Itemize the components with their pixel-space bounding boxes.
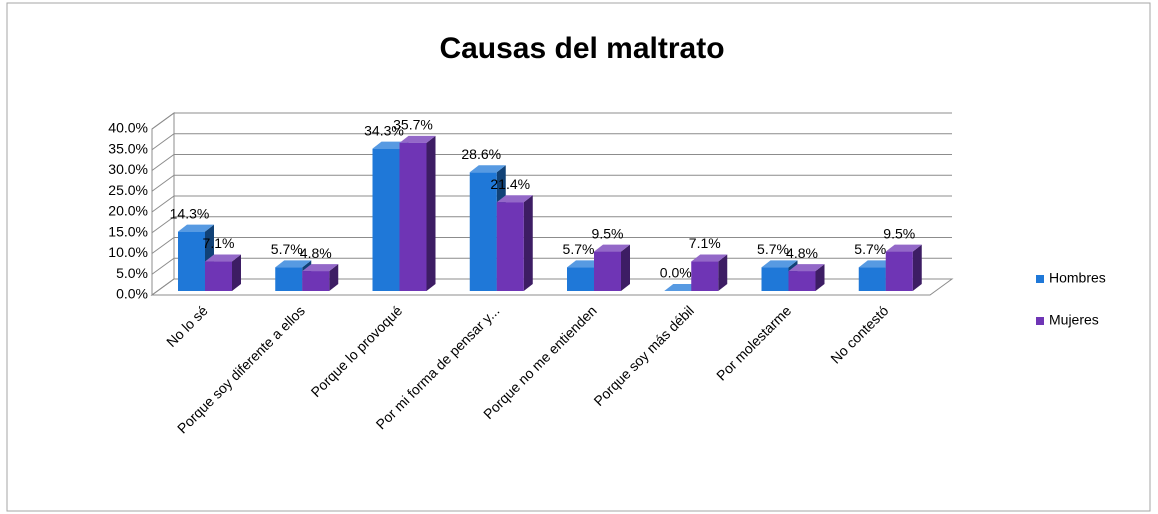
bar: [761, 267, 789, 291]
bar-top: [691, 254, 728, 262]
y-tick-label: 20.0%: [108, 203, 148, 219]
data-label: 4.8%: [300, 245, 332, 261]
bar-top: [205, 254, 241, 262]
bar-top: [761, 260, 798, 268]
legend-swatch: [1036, 317, 1044, 325]
bar: [205, 261, 232, 291]
bar-top: [788, 264, 825, 272]
bar: [691, 261, 719, 291]
bar: [372, 148, 400, 291]
bar: [469, 172, 497, 291]
y-tick-label: 15.0%: [108, 223, 148, 239]
y-tick-label: 40.0%: [108, 120, 148, 136]
data-label: 5.7%: [271, 241, 303, 257]
bar-side: [232, 254, 241, 291]
grid-line: [151, 112, 952, 130]
bar: [302, 271, 330, 291]
bar: [885, 251, 913, 291]
data-label: 9.5%: [883, 225, 915, 241]
bar: [275, 267, 303, 291]
data-label: 34.3%: [364, 122, 404, 138]
bar: [858, 267, 886, 291]
data-label: 35.7%: [393, 117, 433, 133]
bar-top: [302, 264, 339, 272]
bar: [567, 267, 594, 291]
data-label: 5.7%: [563, 241, 595, 257]
bar-side: [329, 264, 339, 291]
data-label: 7.1%: [689, 235, 721, 251]
bar-side: [621, 244, 630, 291]
bar-top: [496, 195, 533, 203]
y-tick-label: 0.0%: [116, 286, 148, 302]
grid-line: [151, 216, 952, 234]
grid-line: [151, 174, 952, 192]
data-label: 28.6%: [461, 146, 501, 162]
bar-top: [594, 244, 630, 252]
data-label: 9.5%: [592, 225, 624, 241]
data-label: 5.7%: [757, 241, 789, 257]
legend-swatch: [1036, 275, 1044, 283]
bar-side: [815, 264, 825, 291]
grid-line: [151, 237, 952, 254]
bar-top: [399, 135, 436, 143]
bar-top: [275, 260, 312, 268]
data-label: 4.8%: [786, 245, 818, 261]
data-label: 7.1%: [203, 235, 235, 251]
bar: [788, 271, 816, 291]
legend-label: Mujeres: [1049, 312, 1099, 328]
bar: [496, 202, 524, 291]
bar-side: [523, 195, 533, 291]
y-tick-label: 10.0%: [108, 244, 148, 260]
bar-side: [426, 135, 436, 291]
bar: [399, 142, 427, 291]
bar-top: [469, 165, 506, 173]
legend-label: Hombres: [1049, 270, 1106, 286]
bar-side: [912, 244, 922, 291]
data-label: 5.7%: [854, 241, 886, 257]
grid-line: [151, 257, 952, 275]
grid-line: [151, 195, 952, 213]
grid-line: [151, 154, 952, 171]
floor: [150, 278, 954, 296]
bar: [594, 251, 621, 291]
data-label: 21.4%: [490, 176, 530, 192]
y-tick-label: 5.0%: [116, 265, 148, 281]
chart-title: Causas del maltrato: [439, 32, 724, 65]
data-label: 14.3%: [170, 205, 210, 221]
y-tick-label: 35.0%: [108, 140, 148, 156]
data-label: 0.0%: [660, 265, 692, 281]
bar-top: [178, 224, 214, 232]
bar-side: [718, 254, 728, 291]
y-tick-label: 25.0%: [108, 182, 148, 198]
y-tick-label: 30.0%: [108, 161, 148, 177]
bar: [178, 231, 205, 291]
bar-top: [885, 244, 922, 252]
grid-line: [151, 133, 952, 151]
